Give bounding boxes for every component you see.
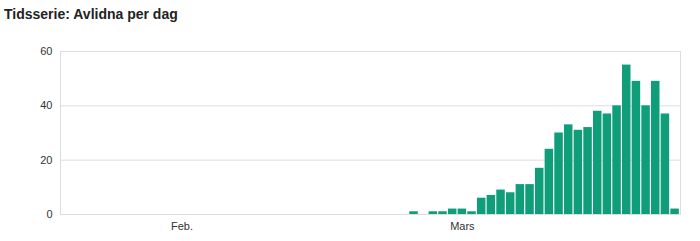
svg-text:0: 0 (46, 208, 52, 220)
svg-text:Feb.: Feb. (171, 220, 193, 232)
svg-text:20: 20 (40, 154, 52, 166)
html-text:Tidsserie: Avlidna per dag: Tidsserie: Avlidna per dag (4, 6, 178, 22)
svg-text:60: 60 (40, 45, 52, 57)
svg-text:40: 40 (40, 99, 52, 111)
svg-text:Mars: Mars (450, 220, 475, 232)
